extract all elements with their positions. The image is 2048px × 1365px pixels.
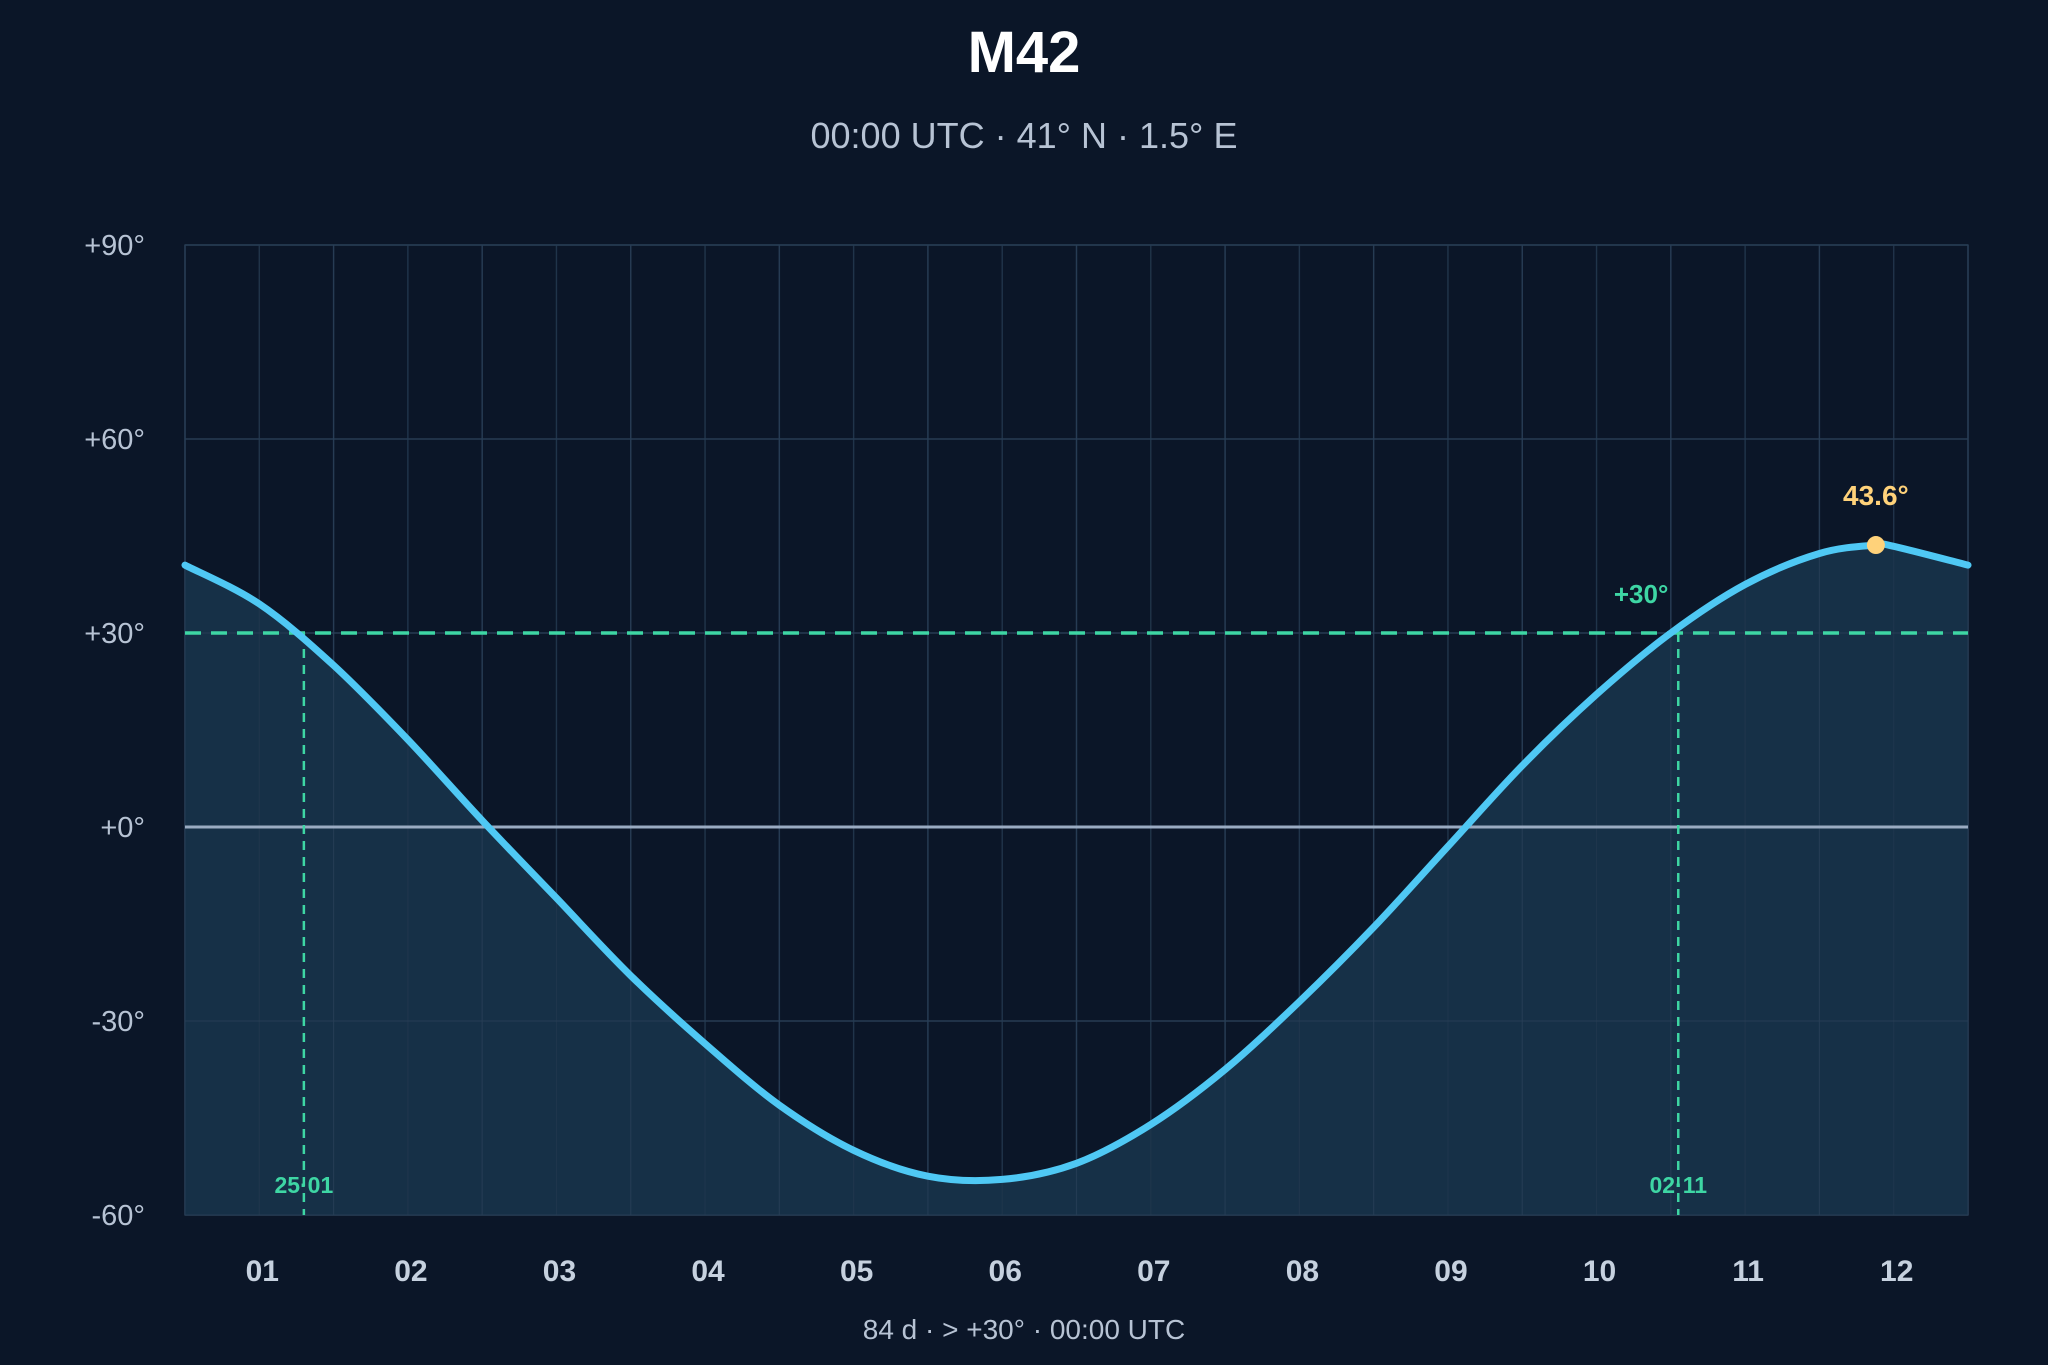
chart-title: M42 bbox=[968, 20, 1081, 85]
area-fill bbox=[184, 244, 1969, 1216]
peak-label: 43.6° bbox=[1843, 480, 1909, 511]
series-line-0 bbox=[181, 540, 1972, 1185]
chart-subtitle: 00:00 UTC · 41° N · 1.5° E bbox=[811, 115, 1238, 156]
x-tick-label-6: 07 bbox=[1137, 1255, 1170, 1288]
x-tick-label-11: 12 bbox=[1880, 1255, 1913, 1288]
x-tick-label-0: 01 bbox=[246, 1255, 279, 1288]
peak-marker: 43.6° bbox=[1843, 480, 1909, 555]
crossing-label-0: 25·01 bbox=[274, 1172, 333, 1198]
x-tick-label-5: 06 bbox=[989, 1255, 1022, 1288]
threshold-label: +30° bbox=[1614, 579, 1669, 609]
y-tick-label-0: +90° bbox=[84, 230, 145, 262]
y-tick-label-5: -60° bbox=[91, 1200, 145, 1232]
crossing-label-1: 02·11 bbox=[1649, 1172, 1707, 1198]
x-tick-label-7: 08 bbox=[1286, 1255, 1319, 1288]
peak-point bbox=[1866, 536, 1885, 555]
x-tick-label-1: 02 bbox=[394, 1255, 427, 1288]
y-tick-label-1: +60° bbox=[84, 424, 145, 456]
x-tick-label-9: 10 bbox=[1583, 1255, 1616, 1288]
x-tick-label-3: 04 bbox=[691, 1255, 725, 1288]
x-tick-label-10: 11 bbox=[1732, 1255, 1764, 1288]
x-tick-label-8: 09 bbox=[1434, 1255, 1467, 1288]
x-tick-label-4: 05 bbox=[840, 1255, 873, 1288]
crossing-markers: 25·01 02·11 bbox=[274, 633, 1707, 1215]
x-axis: 01 02 03 04 05 06 07 08 09 10 11 12 bbox=[246, 1255, 1914, 1288]
series-layer bbox=[181, 540, 1972, 1185]
y-tick-label-3: +0° bbox=[100, 812, 145, 844]
y-tick-label-4: -30° bbox=[91, 1006, 145, 1038]
y-axis: +90° +60° +30° +0° -30° -60° bbox=[84, 230, 145, 1232]
y-tick-label-2: +30° bbox=[84, 618, 145, 650]
x-tick-label-2: 03 bbox=[543, 1255, 576, 1288]
chart-footer: 84 d · > +30° · 00:00 UTC bbox=[863, 1314, 1185, 1345]
